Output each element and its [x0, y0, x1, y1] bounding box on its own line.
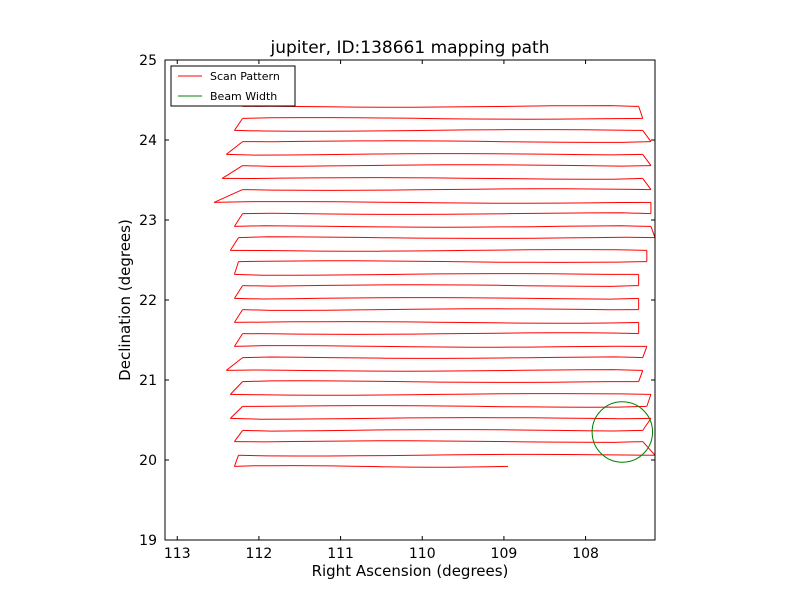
scan-row	[242, 405, 647, 408]
scan-row	[213, 201, 651, 204]
scan-row	[226, 153, 643, 156]
scan-row	[234, 129, 643, 132]
scan-row	[238, 453, 656, 457]
x-tick-label: 111	[327, 546, 354, 562]
chart-title: jupiter, ID:138661 mapping path	[270, 38, 550, 58]
legend-label-scan-pattern: Scan Pattern	[210, 70, 280, 83]
plot-area	[164, 59, 656, 541]
x-tick-label: 110	[409, 546, 436, 562]
scan-row	[242, 380, 639, 383]
scan-row	[242, 140, 651, 143]
scan-row	[234, 297, 639, 300]
scan-row	[234, 225, 651, 228]
y-tick-label: 25	[139, 53, 157, 69]
x-tick-label: 109	[491, 546, 518, 562]
x-tick-label: 112	[246, 546, 273, 562]
scan-row	[242, 212, 651, 215]
scan-turn	[229, 406, 243, 419]
scan-row	[242, 105, 639, 108]
y-tick-label: 22	[139, 293, 157, 309]
scan-turn	[233, 261, 239, 275]
scan-row	[230, 249, 647, 252]
scan-turn	[233, 455, 239, 467]
axes-background	[165, 60, 655, 540]
scan-row	[242, 164, 651, 167]
y-tick-label: 21	[139, 373, 157, 389]
scan-pattern-series	[213, 105, 656, 468]
scan-row	[222, 177, 643, 180]
scan-turn	[229, 381, 243, 395]
x-tick-label: 108	[572, 546, 599, 562]
scan-row	[234, 321, 639, 324]
scan-turn	[229, 237, 239, 251]
scan-turn	[234, 430, 243, 442]
scan-turn	[233, 285, 244, 299]
scan-row	[234, 440, 643, 443]
scan-turn	[213, 189, 243, 203]
y-tick-label: 19	[139, 533, 157, 549]
scan-turn	[650, 226, 656, 238]
scan-turn	[638, 370, 644, 382]
scan-row	[242, 308, 639, 311]
scan-row	[226, 369, 643, 372]
scan-row	[242, 356, 643, 359]
scan-turn	[221, 165, 243, 179]
scan-row	[242, 188, 651, 191]
scan-row	[230, 393, 651, 396]
scan-turn	[642, 154, 652, 166]
beam-width-series	[591, 401, 654, 463]
scan-row	[234, 273, 639, 276]
y-tick-label: 23	[139, 213, 157, 229]
scan-turn	[642, 178, 652, 190]
legend: Scan Pattern Beam Width	[170, 65, 296, 107]
scan-row	[242, 117, 643, 120]
legend-box	[170, 65, 296, 107]
scan-turn	[233, 213, 244, 227]
scan-turn	[638, 106, 644, 119]
scan-turn	[225, 141, 243, 155]
y-axis-ticks: 19 20 21 22 23 24 25	[139, 53, 655, 549]
scan-turn	[233, 309, 244, 323]
y-axis-label: Declination (degrees)	[116, 219, 134, 381]
scan-row	[242, 332, 639, 335]
scan-turn	[642, 418, 652, 431]
scan-row	[242, 429, 643, 432]
scan-turn	[642, 346, 648, 358]
scan-turn	[234, 118, 243, 131]
scan-row	[234, 465, 509, 468]
scan-turn	[225, 357, 243, 371]
scan-row	[238, 260, 647, 263]
beam-width-circle	[591, 401, 654, 463]
x-tick-label: 113	[164, 546, 191, 562]
scan-row	[238, 236, 656, 239]
y-tick-label: 20	[139, 453, 157, 469]
scan-turn	[233, 333, 244, 347]
x-axis-label: Right Ascension (degrees)	[312, 562, 509, 580]
legend-label-beam-width: Beam Width	[210, 90, 277, 103]
scan-row	[234, 345, 647, 348]
scan-row	[242, 284, 639, 287]
scan-turn	[646, 394, 652, 407]
y-tick-label: 24	[139, 133, 157, 149]
scan-turn	[642, 130, 652, 142]
scan-turn	[642, 441, 656, 456]
scan-row	[230, 417, 651, 420]
x-axis-ticks: 113 112 111 110 109 108	[164, 60, 599, 562]
